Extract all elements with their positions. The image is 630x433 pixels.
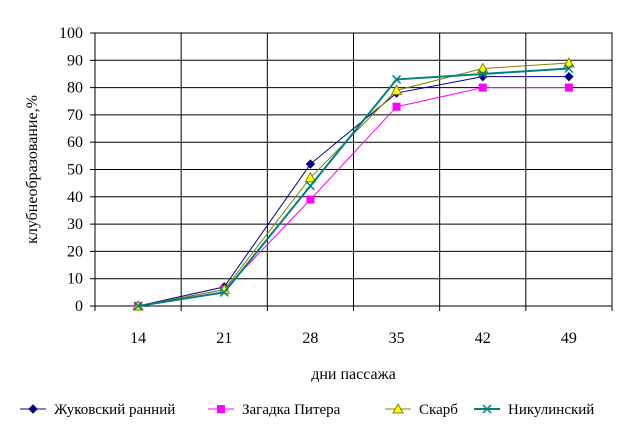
legend-label: Загадка Питера [242,402,341,418]
y-tick-label: 90 [67,52,83,69]
data-point [390,84,403,95]
x-tick-label: 14 [130,330,146,347]
legend-item: Скарб [385,402,458,418]
series-line [137,76,569,307]
data-point [28,404,38,414]
data-point [392,74,402,84]
data-point [304,171,317,183]
y-tick-label: 30 [67,216,83,233]
grid-lines [95,32,612,306]
data-point [392,102,401,111]
data-point [476,62,489,73]
legend-label: Никулинский [508,402,594,418]
data-point [392,402,404,414]
series-line [137,67,569,307]
series-group [132,57,575,311]
x-axis-title: дни пассажа [311,366,396,383]
data-point [217,405,225,413]
data-point [305,159,316,169]
series-4 [133,63,574,311]
data-point [478,69,488,79]
y-tick-label: 70 [67,107,83,124]
x-axis-ticks: 14 21 28 35 42 49 [94,306,613,347]
y-axis-title: клубнеобразование,% [24,95,41,244]
data-point [306,195,315,204]
x-tick-label: 49 [561,330,577,347]
data-point [564,63,574,74]
y-axis-ticks: 0 10 20 30 40 50 60 70 80 90 100 [59,25,95,315]
y-tick-label: 60 [67,134,83,151]
y-tick-label: 80 [67,80,83,97]
y-tick-label: 100 [59,25,83,42]
data-point [219,287,229,297]
y-tick-label: 0 [75,298,83,315]
x-tick-label: 35 [389,330,405,347]
data-point [133,301,143,311]
data-point [564,83,573,92]
legend-item: Загадка Питера [208,402,341,418]
legend-item: Жуковский ранний [20,402,175,418]
legend: Жуковский ранний Загадка Питера Скарб Никул… [20,402,594,418]
y-tick-label: 40 [67,189,83,206]
y-tick-label: 50 [67,162,83,179]
data-point [478,83,487,92]
y-tick-label: 10 [67,271,83,288]
x-tick-label: 21 [216,330,232,347]
x-tick-label: 42 [475,330,491,347]
legend-label: Жуковский ранний [54,402,175,418]
data-point [564,71,574,82]
x-tick-label: 28 [302,330,318,347]
y-tick-label: 20 [67,243,83,260]
data-point [482,404,492,414]
legend-label: Скарб [419,402,458,418]
legend-item: Никулинский [474,402,594,418]
data-point [305,181,315,191]
data-point [563,57,575,68]
